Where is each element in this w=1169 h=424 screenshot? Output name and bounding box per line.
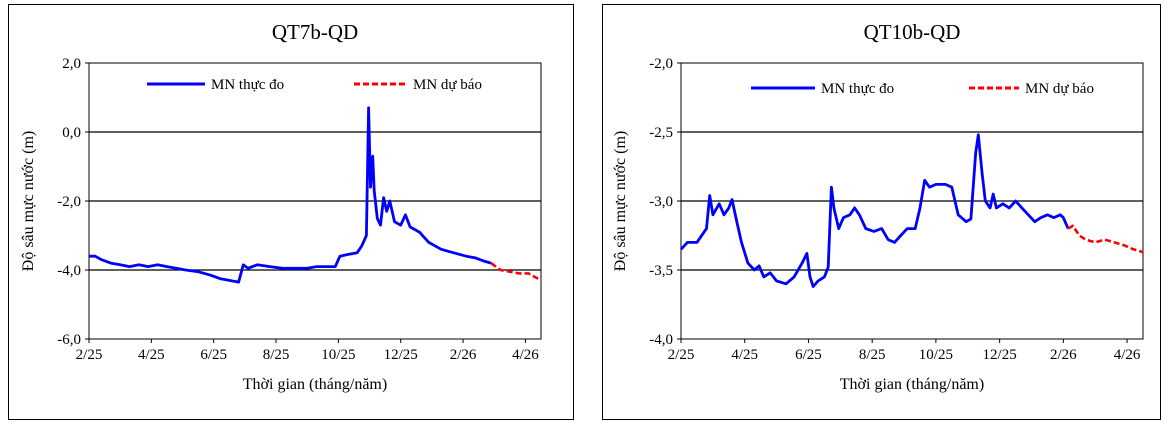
- y-tick-label: -2,0: [57, 194, 81, 210]
- x-tick-label: 10/25: [919, 347, 953, 363]
- chart-title: QT7b-QD: [272, 20, 358, 44]
- x-tick-label: 4/26: [1114, 347, 1141, 363]
- x-tick-label: 2/25: [668, 347, 695, 363]
- x-tick-label: 10/25: [321, 347, 355, 363]
- y-tick-label: -4,0: [649, 332, 673, 348]
- legend-label-forecast: MN dự báo: [1025, 81, 1094, 97]
- x-tick-label: 4/25: [731, 347, 758, 363]
- x-tick-label: 2/26: [450, 347, 477, 363]
- series-line-forecast: [1067, 224, 1144, 254]
- y-tick-label: 0,0: [62, 125, 81, 141]
- y-tick-label: -2,5: [649, 125, 673, 141]
- y-axis-label: Độ sâu mực nước (m): [612, 131, 629, 271]
- y-tick-label: -3,0: [649, 194, 673, 210]
- chart-qt10b: QT10b-QD -2,0 -2,5 -3,0 -3,5 -4,02/25 4/25 6/25…: [612, 20, 1144, 393]
- x-tick-label: 12/25: [983, 347, 1017, 363]
- x-tick-label: 8/25: [859, 347, 886, 363]
- chart-title: QT10b-QD: [864, 20, 961, 44]
- x-tick-label: 8/25: [263, 347, 290, 363]
- y-tick-label: 2,0: [62, 56, 81, 72]
- x-tick-label: 6/25: [200, 347, 227, 363]
- series-line-measured: [89, 106, 492, 284]
- x-axis-label: Thời gian (tháng/năm): [243, 376, 387, 393]
- series-line-forecast: [490, 262, 542, 282]
- chart-panel-qt7b: QT7b-QD 2,0 0,0 -2,0 -4,0 -6,0 2/25 4/25 6/25 8/2…: [8, 4, 574, 420]
- y-tick-label: -3,5: [649, 263, 673, 279]
- legend-label-measured: MN thực đo: [821, 81, 894, 97]
- y-tick-label: -4,0: [57, 263, 81, 279]
- x-tick-label: 2/26: [1050, 347, 1077, 363]
- chart-qt7b: QT7b-QD 2,0 0,0 -2,0 -4,0 -6,02/25 4/25 6/25 8/2…: [20, 20, 542, 393]
- x-axis-label: Thời gian (tháng/năm): [840, 376, 984, 393]
- x-tick-label: 4/25: [138, 347, 165, 363]
- x-tick-label: 12/25: [384, 347, 418, 363]
- legend-label-forecast: MN dự báo: [413, 77, 482, 93]
- y-axis-label: Độ sâu mực nước (m): [20, 131, 37, 271]
- x-tick-label: 6/25: [795, 347, 822, 363]
- y-tick-label: -2,0: [649, 56, 673, 72]
- legend-label-measured: MN thực đo: [211, 77, 284, 93]
- y-tick-label: -6,0: [57, 332, 81, 348]
- x-tick-label: 4/26: [512, 347, 539, 363]
- series-line-measured: [679, 133, 1070, 289]
- chart-panel-qt10b: QT10b-QD -2,0 -2,5 -3,0 -3,5 -4,0 2/25 4/25 6/25…: [602, 4, 1161, 420]
- x-tick-label: 2/25: [76, 347, 103, 363]
